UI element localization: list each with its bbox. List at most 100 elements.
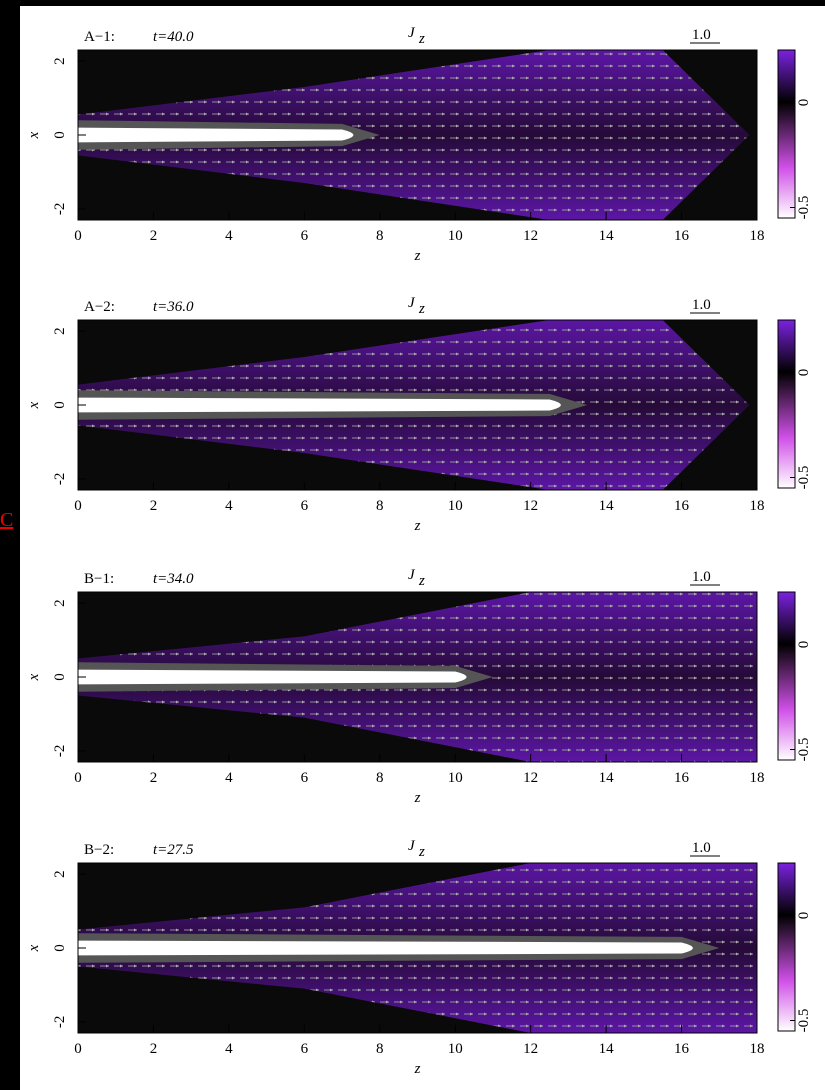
colorbar-tick-label: 0 (796, 369, 812, 377)
panel-label: B−2: (84, 842, 114, 858)
colorbar (777, 862, 796, 1032)
velocity-field (78, 50, 750, 220)
colorbar-tick-label: -0.5 (796, 466, 812, 490)
colorbar-tick-label: 0 (796, 99, 812, 107)
x-tick-label: 12 (523, 228, 538, 244)
x-tick-label: 14 (599, 770, 615, 786)
panel-title-sub: z (418, 844, 425, 860)
x-tick-label: 0 (74, 498, 82, 514)
y-tick-label: -2 (52, 1016, 68, 1029)
x-tick-label: 4 (225, 228, 233, 244)
x-tick-label: 18 (750, 228, 765, 244)
x-tick-label: 0 (74, 770, 82, 786)
x-tick-label: 12 (523, 770, 538, 786)
x-tick-label: 8 (376, 1041, 384, 1057)
x-tick-label: 2 (150, 228, 158, 244)
x-tick-label: 18 (750, 498, 765, 514)
y-tick-label: -2 (52, 473, 68, 486)
panel-title-sub: z (418, 301, 425, 317)
y-tick-label: 2 (52, 327, 68, 335)
y-axis-label: x (26, 673, 42, 681)
x-tick-label: 10 (448, 228, 463, 244)
x-axis-label: z (414, 790, 421, 806)
x-tick-label: 0 (74, 1041, 82, 1057)
y-tick-label: 2 (52, 57, 68, 65)
page-edge (0, 0, 20, 1090)
x-tick-label: 10 (448, 1041, 463, 1057)
x-axis-label: z (414, 1061, 421, 1077)
x-tick-label: 8 (376, 770, 384, 786)
colorbar-tick-label: 0 (796, 641, 812, 649)
page-edge (0, 0, 825, 6)
y-tick-label: 0 (52, 401, 68, 409)
x-tick-label: 2 (150, 1041, 158, 1057)
x-tick-label: 18 (750, 770, 765, 786)
x-tick-label: 10 (448, 498, 463, 514)
panel-title: J (408, 567, 416, 583)
y-tick-label: 0 (52, 944, 68, 952)
y-tick-label: 0 (52, 131, 68, 139)
x-tick-label: 4 (225, 498, 233, 514)
colorbar-tick-label: -0.5 (796, 738, 812, 762)
x-tick-label: 14 (599, 1041, 615, 1057)
panel-label: A−1: (84, 29, 115, 45)
y-tick-label: 2 (52, 870, 68, 878)
x-tick-label: 8 (376, 498, 384, 514)
colorbar (777, 49, 796, 219)
x-tick-label: 14 (599, 228, 615, 244)
x-tick-label: 4 (225, 1041, 233, 1057)
x-tick-label: 12 (523, 498, 538, 514)
x-tick-label: 10 (448, 770, 463, 786)
x-tick-label: 8 (376, 228, 384, 244)
panel-time: t=40.0 (153, 29, 194, 45)
link[interactable]: C (0, 509, 13, 531)
x-tick-label: 6 (301, 228, 309, 244)
y-tick-label: -2 (52, 203, 68, 216)
colorbar-tick-label: -0.5 (796, 196, 812, 220)
panel-title: J (408, 838, 416, 854)
y-axis-label: x (26, 944, 42, 952)
y-axis-label: x (26, 131, 42, 139)
panel-title-sub: z (418, 573, 425, 589)
panel-title: J (408, 295, 416, 311)
jet-core (78, 397, 561, 413)
panel-title-sub: z (418, 31, 425, 47)
scale-label: 1.0 (692, 569, 711, 585)
x-tick-label: 18 (750, 1041, 765, 1057)
x-tick-label: 6 (301, 498, 309, 514)
x-tick-label: 6 (301, 1041, 309, 1057)
panel-title: J (408, 25, 416, 41)
y-tick-label: -2 (52, 745, 68, 758)
x-axis-label: z (414, 518, 421, 534)
y-tick-label: 0 (52, 673, 68, 681)
scale-label: 1.0 (692, 27, 711, 43)
x-tick-label: 12 (523, 1041, 538, 1057)
x-tick-label: 14 (599, 498, 615, 514)
panel-label: B−1: (84, 571, 114, 587)
x-tick-label: 4 (225, 770, 233, 786)
x-tick-label: 2 (150, 770, 158, 786)
colorbar (777, 319, 796, 489)
scale-label: 1.0 (692, 840, 711, 856)
colorbar-tick-label: -0.5 (796, 1009, 812, 1033)
jet-core (78, 127, 354, 143)
x-tick-label: 16 (674, 228, 690, 244)
panel-time: t=36.0 (153, 299, 194, 315)
scale-label: 1.0 (692, 297, 711, 313)
colorbar (777, 591, 796, 761)
x-tick-label: 16 (674, 770, 690, 786)
y-tick-label: 2 (52, 599, 68, 607)
x-tick-label: 16 (674, 1041, 690, 1057)
jet-core (78, 940, 693, 956)
panel-time: t=34.0 (153, 571, 194, 587)
jet-core (78, 669, 467, 685)
colorbar-tick-label: 0 (796, 912, 812, 920)
x-tick-label: 6 (301, 770, 309, 786)
x-tick-label: 2 (150, 498, 158, 514)
x-tick-label: 16 (674, 498, 690, 514)
panel-time: t=27.5 (153, 842, 194, 858)
y-axis-label: x (26, 401, 42, 409)
x-axis-label: z (414, 248, 421, 264)
panel-label: A−2: (84, 299, 115, 315)
